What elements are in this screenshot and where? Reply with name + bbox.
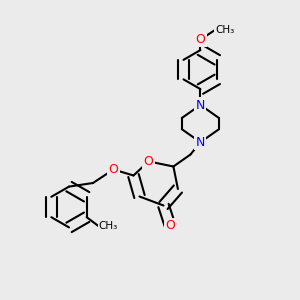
Text: O: O: [144, 155, 153, 168]
Text: O: O: [109, 163, 118, 176]
Text: N: N: [196, 98, 205, 112]
Text: CH₃: CH₃: [99, 221, 118, 231]
Text: O: O: [165, 219, 175, 232]
Text: N: N: [196, 136, 205, 149]
Text: CH₃: CH₃: [215, 25, 235, 35]
Text: O: O: [196, 33, 205, 46]
